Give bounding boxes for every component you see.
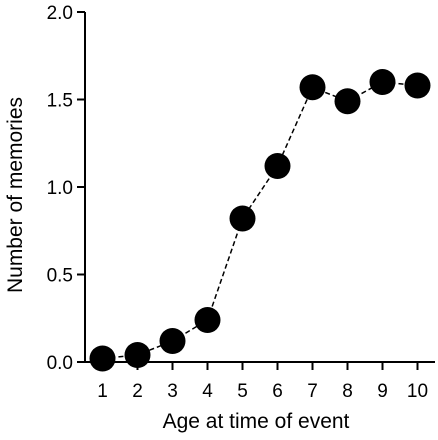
y-tick-label: 0.0 <box>47 353 73 374</box>
data-point <box>194 307 221 333</box>
data-point <box>404 72 431 99</box>
x-tick-label: 10 <box>407 381 428 402</box>
data-point <box>299 74 326 101</box>
y-tick-label: 1.5 <box>47 91 73 112</box>
data-point <box>229 205 256 232</box>
data-point <box>264 153 291 179</box>
data-point <box>124 342 151 368</box>
x-tick-label: 7 <box>307 381 318 402</box>
x-tick-label: 1 <box>97 381 108 402</box>
y-tick-label: 0.5 <box>47 266 73 287</box>
x-tick-label: 9 <box>377 381 388 402</box>
data-point <box>334 88 361 115</box>
data-point <box>369 69 396 95</box>
plot-area <box>89 69 431 372</box>
x-tick-label: 4 <box>202 381 213 402</box>
y-axis: 0.0 0.5 1.0 1.5 2.0 <box>47 3 86 374</box>
series-line <box>102 81 418 360</box>
data-point <box>89 345 116 372</box>
y-tick-label: 1.0 <box>47 178 73 199</box>
x-tick-label: 2 <box>132 381 143 402</box>
x-tick-label: 3 <box>167 381 178 402</box>
x-tick-label: 8 <box>342 381 353 402</box>
x-tick-label: 6 <box>272 381 283 402</box>
y-axis-label: Number of memories <box>4 97 27 293</box>
data-point <box>159 328 186 354</box>
x-tick-label: 5 <box>237 381 248 402</box>
y-tick-label: 2.0 <box>47 3 73 24</box>
x-tick-group: 1 2 3 4 5 6 7 8 9 10 <box>97 362 428 402</box>
x-axis-label: Age at time of event <box>163 410 350 433</box>
y-tick-group: 0.0 0.5 1.0 1.5 2.0 <box>47 3 85 374</box>
